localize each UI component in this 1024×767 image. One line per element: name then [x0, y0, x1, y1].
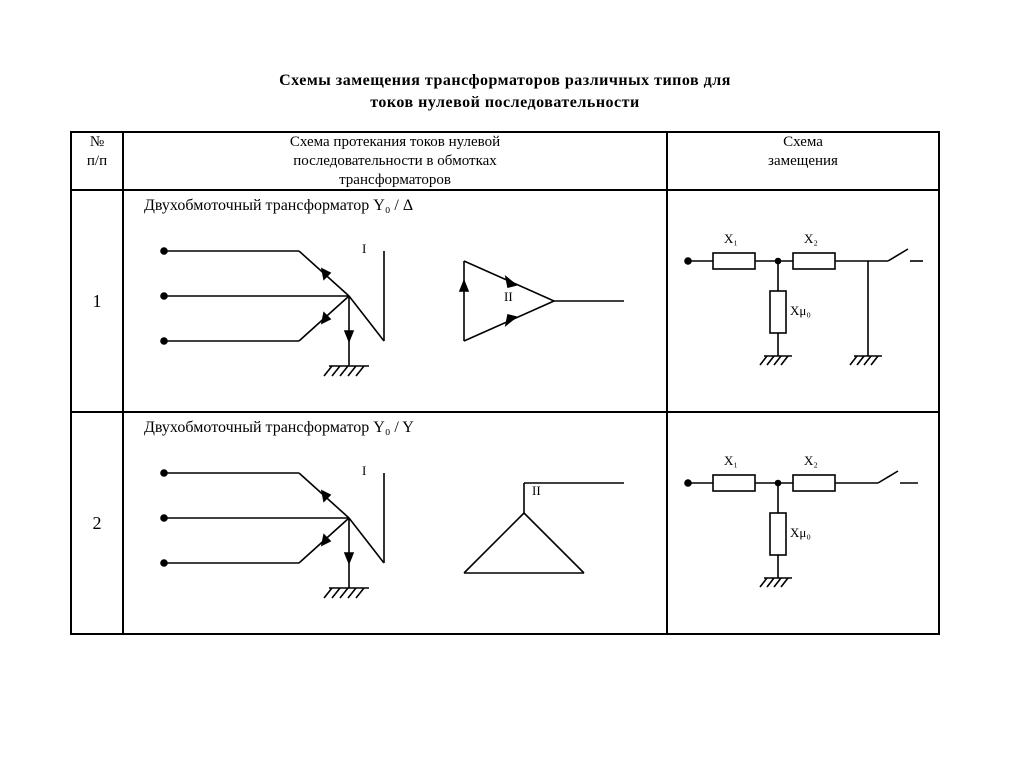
winding-II-label: II [532, 483, 541, 499]
equiv-circuit-cell: X₁ X₂ Xμ₀ [667, 190, 939, 412]
winding-II-label: II [504, 289, 513, 305]
header-flow-text: Схема протекания токов нулевой последова… [124, 133, 666, 189]
header-equiv: Схема замещения [667, 132, 939, 190]
equiv-circuit-y0-delta [668, 191, 938, 411]
x2-label: X₂ [804, 231, 818, 247]
title-line2: токов нулевой последовательности [370, 94, 639, 111]
xmu-label: Xμ₀ [790, 525, 811, 541]
x1-label: X₁ [724, 231, 738, 247]
title-line1: Схемы замещения трансформаторов различны… [279, 72, 731, 89]
table-row: 1 Двухобмоточный трансформатор Y₀ / Δ [71, 190, 939, 412]
table-row: 2 Двухобмоточный трансформатор Y₀ / Y [71, 412, 939, 634]
row-num: 2 [71, 412, 123, 634]
equiv-circuit-cell: X₁ X₂ Xμ₀ [667, 412, 939, 634]
equiv-circuit-y0-y [668, 413, 938, 633]
x2-label: X₂ [804, 453, 818, 469]
winding-I-label: I [362, 241, 366, 257]
header-flow: Схема протекания токов нулевой последова… [123, 132, 667, 190]
header-equiv-text: Схема замещения [668, 133, 938, 171]
page-title: Схемы замещения трансформаторов различны… [70, 70, 940, 113]
row-num: 1 [71, 190, 123, 412]
transformer-table: № п/п Схема протекания токов нулевой пос… [70, 131, 940, 635]
x1-label: X₁ [724, 453, 738, 469]
row-num-text: 1 [93, 291, 102, 311]
header-num-text: № п/п [72, 133, 122, 171]
header-row: № п/п Схема протекания токов нулевой пос… [71, 132, 939, 190]
flow-diagram-y0-delta [124, 191, 674, 411]
winding-I-label: I [362, 463, 366, 479]
flow-diagram-cell: Двухобмоточный трансформатор Y₀ / Y [123, 412, 667, 634]
row-num-text: 2 [93, 513, 102, 533]
header-num: № п/п [71, 132, 123, 190]
flow-diagram-y0-y [124, 413, 674, 633]
flow-diagram-cell: Двухобмоточный трансформатор Y₀ / Δ [123, 190, 667, 412]
xmu-label: Xμ₀ [790, 303, 811, 319]
